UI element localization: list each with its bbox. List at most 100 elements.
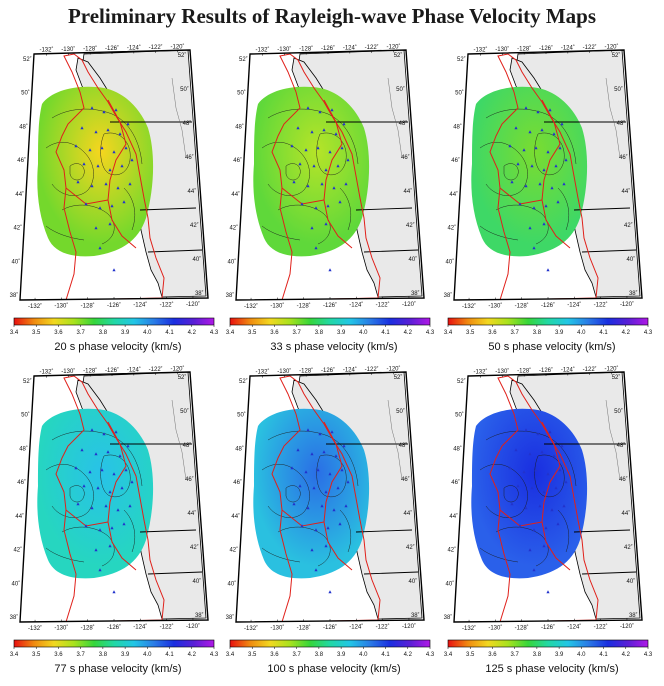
lat-label-right: 52˚ (178, 52, 187, 59)
lon-label-bottom: -128˚ (297, 624, 311, 631)
colorbar-tick-label: 3.9 (555, 330, 564, 336)
station-marker (548, 430, 552, 434)
station-marker (558, 146, 562, 150)
station-marker (332, 508, 336, 512)
colorbar (13, 317, 215, 326)
colorbar-tick-label: 3.8 (99, 652, 108, 658)
station-marker (122, 522, 126, 526)
lat-label-left: 52˚ (457, 378, 466, 385)
colorbar-tick-label: 4.2 (404, 330, 413, 336)
lon-label-bottom: -126˚ (107, 624, 121, 631)
station-marker (516, 162, 520, 166)
contour-line (267, 108, 359, 165)
state-border (355, 207, 413, 211)
station-marker (314, 206, 318, 210)
map-frame (235, 371, 425, 623)
contour-line (51, 108, 143, 165)
station-marker (90, 428, 94, 432)
colorbar-tick-label: 3.5 (32, 652, 41, 658)
plate-boundary (489, 375, 599, 622)
lat-label-right: 38˚ (195, 290, 204, 297)
lat-label-left: 38˚ (10, 292, 19, 299)
lat-label-left: 42˚ (13, 547, 22, 554)
station-marker (524, 428, 528, 432)
lat-label-left: 38˚ (226, 614, 235, 621)
station-marker (508, 144, 512, 148)
lat-label-left: 46˚ (451, 157, 460, 164)
lat-label-right: 44˚ (622, 510, 631, 517)
station-marker (96, 164, 100, 168)
lon-label-top: -122˚ (583, 366, 597, 373)
map-panel: -132˚ -132˚ -130˚ -130˚ -128˚ -128˚ -126˚ -126˚… (226, 38, 440, 364)
phase-velocity-map: -132˚ -132˚ -130˚ -130˚ -128˚ -128˚ -126˚ -126˚… (444, 365, 653, 658)
lon-label-bottom: -132˚ (244, 625, 258, 632)
station-marker (534, 468, 538, 472)
station-marker (304, 470, 308, 474)
station-marker (102, 110, 106, 114)
lat-label-left: 50˚ (455, 412, 464, 419)
colorbar-tick-label: 3.6 (270, 652, 279, 658)
station-marker (324, 490, 328, 494)
panel-caption: 77 s phase velocity (km/s) (54, 663, 182, 675)
lon-label-top: -132˚ (255, 369, 269, 376)
colorbar-tick-label: 4.2 (188, 330, 197, 336)
lat-label-left: 44˚ (449, 191, 458, 198)
contour-line (261, 142, 310, 196)
station-marker (82, 484, 86, 488)
colorbar-tick-label: 4.3 (210, 330, 219, 336)
lat-label-right: 42˚ (624, 222, 633, 229)
station-marker (542, 168, 546, 172)
contour-line (557, 187, 569, 231)
velocity-field (253, 86, 370, 257)
lon-label-top: -124˚ (343, 44, 357, 51)
lat-label-left: 48˚ (235, 123, 244, 130)
contour-line (45, 142, 94, 196)
velocity-field (471, 86, 588, 257)
phase-velocity-map: -132˚ -132˚ -130˚ -130˚ -128˚ -128˚ -126˚ -126˚… (10, 43, 219, 336)
lat-label-left: 38˚ (10, 614, 19, 621)
station-marker (342, 122, 346, 126)
lat-label-left: 42˚ (229, 547, 238, 554)
lon-label-top: -124˚ (561, 366, 575, 373)
lon-label-top: -122˚ (365, 44, 379, 51)
lon-label-bottom: -124˚ (133, 302, 147, 309)
lat-label-left: 42˚ (447, 547, 456, 554)
station-marker (536, 110, 540, 114)
station-marker (532, 528, 536, 532)
colorbar-tick-label: 3.7 (292, 652, 301, 658)
station-marker (312, 164, 316, 168)
station-marker (84, 524, 88, 528)
lon-label-top: -126˚ (105, 45, 119, 52)
lat-label-left: 46˚ (233, 479, 242, 486)
plate-boundary (323, 99, 353, 249)
station-marker (546, 472, 550, 476)
contour-line (479, 464, 528, 518)
lat-label-right: 44˚ (404, 510, 413, 517)
station-marker (328, 268, 332, 272)
lat-label-right: 44˚ (188, 188, 197, 195)
colorbar-tick-label: 3.4 (10, 330, 19, 336)
station-marker (120, 486, 124, 490)
colorbar-tick-label: 3.7 (76, 652, 85, 658)
map-panel: -132˚ -132˚ -130˚ -130˚ -128˚ -128˚ -126˚ -126˚… (226, 360, 440, 686)
station-marker (80, 448, 84, 452)
colorbar (447, 317, 649, 326)
colorbar-tick-label: 4.2 (622, 330, 631, 336)
lat-label-left: 46˚ (17, 157, 26, 164)
station-marker (126, 444, 130, 448)
station-marker (508, 466, 512, 470)
colorbar-tick-label: 3.4 (226, 330, 235, 336)
lat-label-left: 38˚ (226, 292, 235, 299)
lon-label-bottom: -120˚ (620, 623, 634, 630)
lat-label-right: 42˚ (190, 544, 199, 551)
lat-label-left: 40˚ (228, 258, 237, 265)
station-marker (112, 590, 116, 594)
station-marker (550, 508, 554, 512)
station-marker (536, 432, 540, 436)
station-marker (298, 484, 302, 488)
station-marker (340, 468, 344, 472)
lat-label-right: 42˚ (406, 544, 415, 551)
station-marker (306, 184, 310, 188)
lat-label-right: 50˚ (614, 86, 623, 93)
lat-label-left: 46˚ (17, 479, 26, 486)
